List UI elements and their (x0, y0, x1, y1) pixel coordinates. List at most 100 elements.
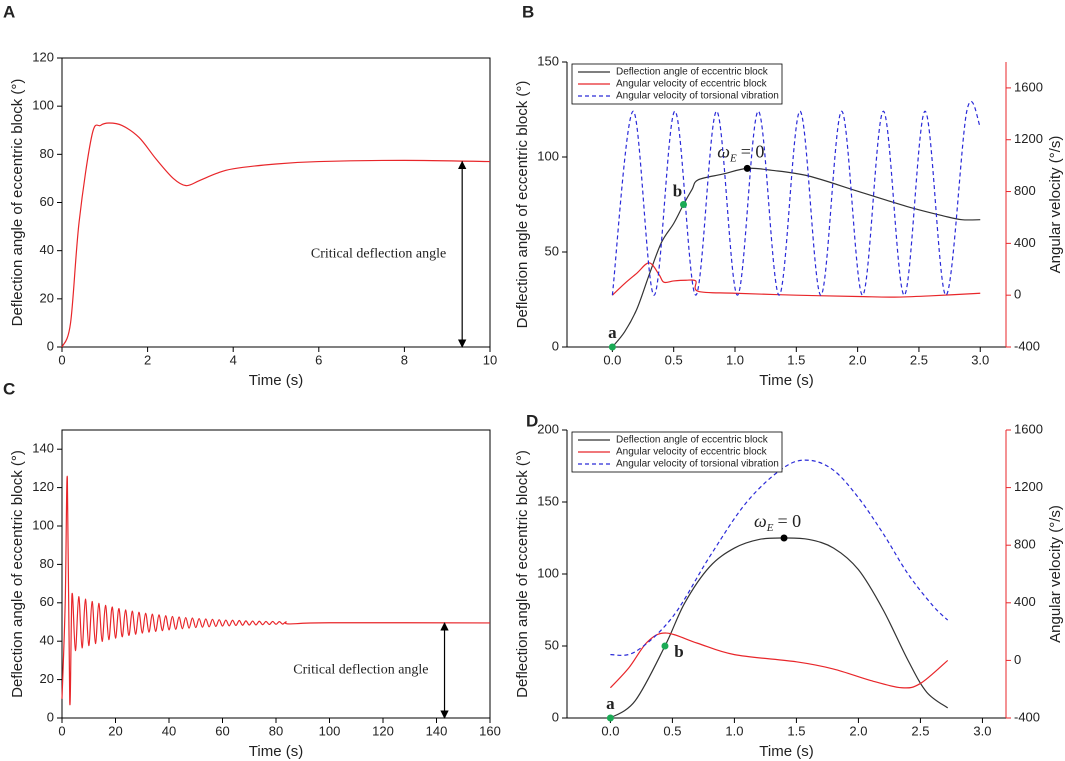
x-axis-label: Time (s) (759, 372, 813, 389)
y-tick-label: 40 (40, 633, 54, 648)
y-tick-label: 60 (40, 594, 54, 609)
x-tick-label: 0 (58, 352, 65, 367)
y-tick-label: 60 (40, 194, 54, 209)
y-tick-label: 140 (32, 441, 54, 456)
x-axis-label: Time (s) (249, 743, 303, 760)
y2-tick-label: -400 (1014, 338, 1040, 353)
y-tick-label: 100 (537, 565, 559, 580)
legend-label: Deflection angle of eccentric block (616, 67, 769, 78)
x-tick-label: 0.0 (601, 723, 619, 738)
omega-label: ωE = 0 (717, 142, 764, 164)
x-tick-label: 4 (230, 352, 237, 367)
y-tick-label: 200 (537, 421, 559, 436)
x-tick-label: 2 (144, 352, 151, 367)
y2-axis-label: Angular velocity (°/s) (1047, 136, 1064, 274)
series-line (609, 632, 949, 689)
y-tick-label: 50 (545, 243, 559, 258)
series-line (611, 100, 981, 296)
key-point-label: b (673, 181, 682, 200)
x-tick-label: 1.5 (787, 723, 805, 738)
y2-tick-label: 800 (1014, 537, 1036, 552)
x-tick-label: 0.5 (663, 723, 681, 738)
x-tick-label: 2.0 (849, 352, 867, 367)
omega-subscript: E (729, 152, 737, 164)
x-tick-label: 3.0 (971, 352, 989, 367)
panel-label: C (3, 379, 15, 398)
omega-symbol: ω (717, 142, 730, 162)
y-tick-label: 100 (32, 517, 54, 532)
x-tick-label: 20 (108, 723, 122, 738)
key-point-label: b (674, 642, 683, 661)
y-axis-label: Deflection angle of eccentric block (°) (514, 81, 531, 329)
y-axis-label: Deflection angle of eccentric block (°) (514, 450, 531, 698)
x-tick-label: 3.0 (973, 723, 991, 738)
series-line (610, 537, 949, 719)
y-axis-label: Deflection angle of eccentric block (°) (9, 79, 26, 327)
x-tick-label: 2.5 (910, 352, 928, 367)
omega-rest: = 0 (777, 511, 801, 531)
key-point (606, 714, 614, 722)
plot-frame (61, 57, 491, 348)
y2-tick-label: 800 (1014, 183, 1036, 198)
y-tick-label: 80 (40, 556, 54, 571)
x-tick-label: 120 (372, 723, 394, 738)
x-tick-label: 0 (58, 723, 65, 738)
series-line (610, 459, 949, 656)
y-tick-label: 0 (47, 338, 54, 353)
omega-rest: = 0 (741, 142, 765, 162)
y-tick-label: 80 (40, 146, 54, 161)
x-tick-label: 8 (401, 352, 408, 367)
y2-tick-label: 1200 (1014, 479, 1043, 494)
x-tick-label: 2.5 (911, 723, 929, 738)
x-tick-label: 140 (426, 723, 448, 738)
omega-label: ωE = 0 (754, 511, 801, 533)
legend-label: Angular velocity of torsional vibration (616, 91, 779, 102)
x-tick-label: 40 (162, 723, 176, 738)
y-tick-label: 20 (40, 671, 54, 686)
y-tick-label: 0 (552, 709, 559, 724)
key-point-label: a (608, 323, 617, 342)
x-tick-label: 80 (269, 723, 283, 738)
series-line (61, 122, 491, 348)
legend-label: Angular velocity of eccentric block (616, 79, 768, 90)
panel-label: A (3, 2, 15, 21)
x-axis-label: Time (s) (249, 372, 303, 389)
y2-tick-label: 0 (1014, 287, 1021, 302)
omega-point (780, 534, 788, 542)
y2-axis-label: Angular velocity (°/s) (1047, 505, 1064, 643)
key-point (679, 201, 687, 208)
omega-symbol: ω (754, 511, 767, 531)
x-tick-label: 1.0 (725, 723, 743, 738)
omega-point (743, 164, 751, 172)
x-tick-label: 1.0 (726, 352, 744, 367)
y-tick-label: 150 (537, 53, 559, 68)
panel-label: B (522, 2, 534, 21)
panel-label: D (526, 411, 538, 430)
x-tick-label: 1.5 (787, 352, 805, 367)
legend-label: Angular velocity of torsional vibration (616, 459, 779, 470)
y-axis-label: Deflection angle of eccentric block (°) (9, 450, 26, 698)
x-axis-label: Time (s) (759, 743, 813, 760)
series-line (611, 167, 981, 348)
key-point (608, 343, 616, 351)
x-tick-label: 160 (479, 723, 501, 738)
y-tick-label: 100 (32, 98, 54, 113)
series-line (611, 262, 981, 298)
x-tick-label: 10 (483, 352, 497, 367)
annotation-text: Critical deflection angle (311, 246, 446, 261)
y2-tick-label: 400 (1014, 235, 1036, 250)
omega-subscript: E (766, 522, 774, 534)
key-point (661, 642, 669, 650)
x-tick-label: 6 (315, 352, 322, 367)
y-tick-label: 100 (537, 148, 559, 163)
x-tick-label: 0.5 (665, 352, 683, 367)
x-tick-label: 0.0 (603, 352, 621, 367)
y2-tick-label: -400 (1014, 709, 1040, 724)
x-tick-label: 2.0 (849, 723, 867, 738)
y-tick-label: 0 (47, 709, 54, 724)
y2-tick-label: 0 (1014, 652, 1021, 667)
y-tick-label: 150 (537, 493, 559, 508)
legend-label: Angular velocity of eccentric block (616, 447, 768, 458)
y-tick-label: 120 (32, 49, 54, 64)
